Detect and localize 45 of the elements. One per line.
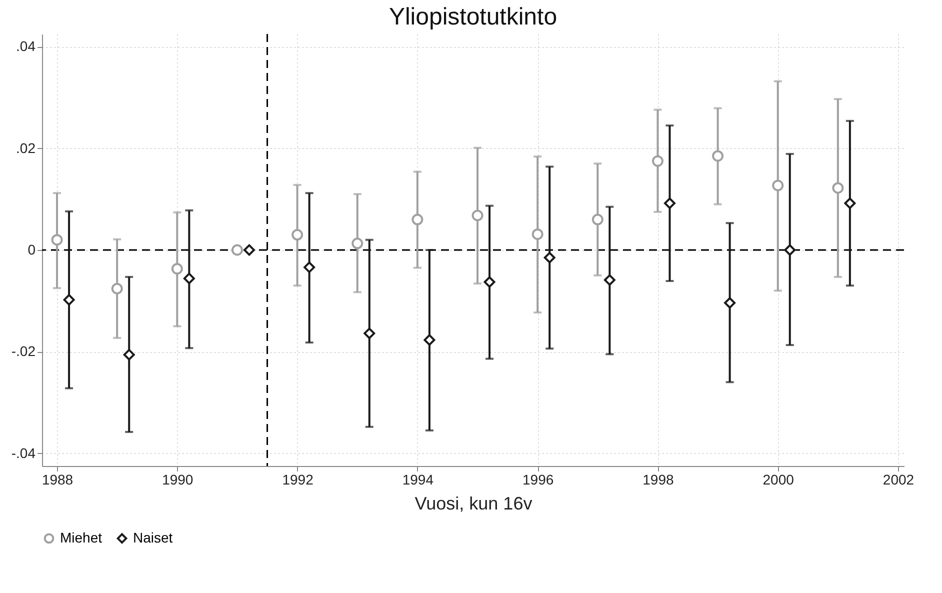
x-tick-label: 1998 [642,472,674,488]
point [183,272,195,284]
point [532,228,544,240]
point [364,328,376,340]
point [664,198,676,209]
x-tick-label: 2000 [762,472,794,488]
point [231,244,243,256]
y-tick-label: -.04 [11,444,36,461]
x-tick-label: 2002 [882,472,914,488]
point [844,198,856,209]
point [123,348,135,360]
x-tick-label: 1994 [402,472,434,488]
y-tick-label: 0 [28,242,36,258]
point [292,229,304,240]
point [604,274,616,286]
point [412,214,424,226]
x-tick-label: 1996 [522,472,554,488]
point [784,244,796,256]
point [63,294,75,306]
point [51,234,63,246]
point [592,214,604,226]
point [772,180,784,192]
x-tick-label: 1988 [42,472,74,488]
legend-label: Miehet [60,529,102,546]
chart-title: Yliopistotutkinto [388,3,558,30]
point [652,155,664,167]
point [832,182,844,194]
point [111,282,123,294]
point [243,244,255,256]
point [724,297,736,309]
point [171,263,183,275]
x-axis-title: Vuosi, kun 16v [414,494,532,514]
y-tick-label: -.02 [11,343,36,360]
y-tick-label: .04 [16,38,36,54]
point [712,150,724,162]
point [424,334,436,346]
x-tick-label: 1992 [282,472,314,488]
point [304,262,316,274]
point [352,238,364,250]
point [472,210,484,222]
y-tick-label: .02 [16,140,36,156]
x-tick-label: 1990 [162,472,194,488]
point [544,252,556,264]
legend-label: Naiset [133,529,173,546]
point [484,276,496,288]
